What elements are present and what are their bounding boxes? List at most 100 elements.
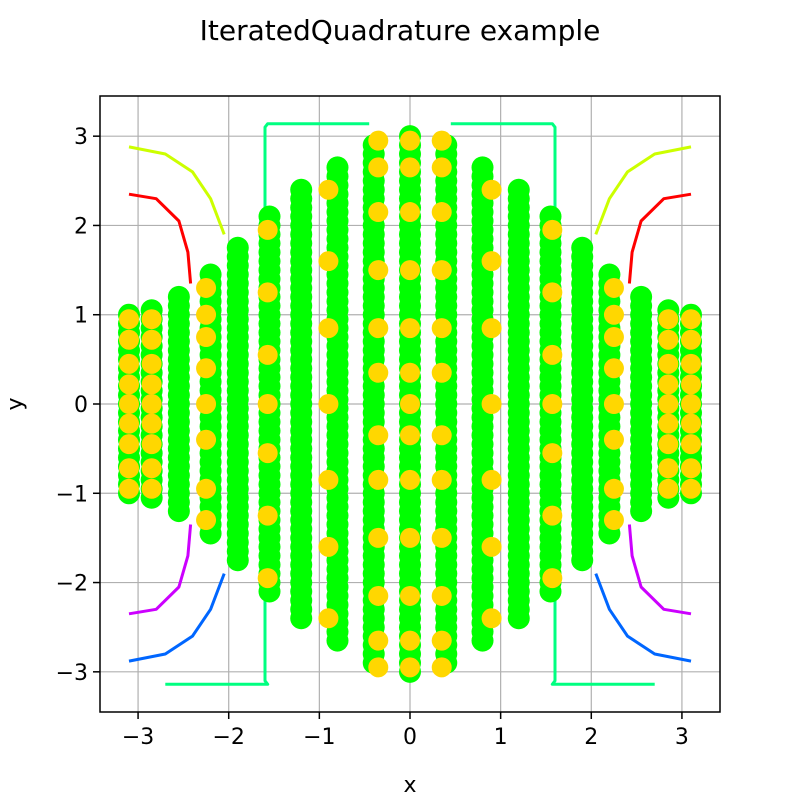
scatter-point-inner — [481, 251, 502, 272]
scatter-point-inner — [603, 277, 624, 298]
scatter-point-inner — [141, 478, 162, 499]
scatter-point-outer — [326, 156, 349, 179]
scatter-point-inner — [119, 458, 140, 479]
scatter-point-inner — [542, 282, 563, 303]
scatter-point-inner — [119, 478, 140, 499]
scatter-point-inner — [680, 353, 701, 374]
x-tick-label: 0 — [403, 725, 417, 750]
scatter-point-inner — [196, 478, 217, 499]
scatter-point-inner — [603, 358, 624, 379]
scatter-point-inner — [368, 585, 389, 606]
y-tick-label: 2 — [74, 214, 88, 239]
scatter-point-inner — [257, 505, 278, 526]
scatter-point-inner — [119, 309, 140, 330]
scatter-point-inner — [318, 469, 339, 490]
y-tick-label: 1 — [74, 304, 88, 329]
scatter-point-inner — [318, 251, 339, 272]
scatter-point-inner — [603, 327, 624, 348]
scatter-point-inner — [680, 434, 701, 455]
scatter-point-inner — [400, 469, 420, 490]
x-tick-label: 3 — [675, 725, 689, 750]
scatter-point-inner — [318, 608, 339, 629]
scatter-point-inner — [658, 458, 679, 479]
scatter-point-inner — [368, 130, 389, 151]
x-tick-label: 1 — [494, 725, 508, 750]
y-tick-label: 0 — [74, 393, 88, 418]
scatter-point-inner — [318, 536, 339, 557]
scatter-point-outer — [167, 285, 190, 308]
scatter-point-inner — [318, 394, 339, 414]
scatter-point-inner — [119, 329, 140, 350]
scatter-point-inner — [542, 568, 563, 589]
y-tick-label: −3 — [56, 661, 88, 686]
scatter-point-inner — [400, 362, 420, 383]
scatter-point-inner — [680, 329, 701, 350]
x-tick-label: −2 — [212, 725, 244, 750]
scatter-point-inner — [119, 434, 140, 455]
scatter-point-inner — [400, 260, 420, 281]
scatter-point-inner — [400, 657, 420, 678]
scatter-point-inner — [658, 329, 679, 350]
scatter-point-inner — [431, 657, 452, 678]
scatter-point-inner — [658, 478, 679, 499]
scatter-point-outer — [507, 178, 530, 201]
scatter-point-inner — [196, 394, 217, 414]
scatter-point-inner — [318, 179, 339, 200]
scatter-point-inner — [257, 282, 278, 303]
scatter-point-inner — [400, 202, 420, 223]
scatter-point-inner — [400, 394, 420, 414]
scatter-point-inner — [481, 469, 502, 490]
x-axis-label: x — [403, 773, 416, 798]
axis-ticks: −3 −2 −1 0 1 2 3 −3 −2 −1 0 1 2 3 — [56, 125, 689, 750]
scatter-point-inner — [257, 443, 278, 464]
scatter-point-inner — [680, 394, 701, 414]
scatter-point-inner — [658, 394, 679, 414]
scatter-point-inner — [368, 469, 389, 490]
scatter-point-inner — [603, 429, 624, 450]
scatter-point-inner — [368, 157, 389, 178]
scatter-point-inner — [400, 585, 420, 606]
scatter-point-inner — [141, 329, 162, 350]
scatter-point-inner — [680, 374, 701, 395]
curve-line — [128, 573, 226, 663]
scatter-point-inner — [603, 304, 624, 325]
scatter-point-inner — [658, 434, 679, 455]
scatter-point-inner — [542, 394, 563, 414]
scatter-point-inner — [658, 413, 679, 434]
scatter-point-inner — [431, 527, 452, 548]
scatter-point-inner — [431, 157, 452, 178]
scatter-point-inner — [542, 505, 563, 526]
scatter-point-inner — [431, 425, 452, 446]
scatter-point-inner — [196, 327, 217, 348]
scatter-point-inner — [603, 394, 624, 414]
y-tick-label: −2 — [56, 572, 88, 597]
scatter-point-inner — [368, 657, 389, 678]
curve-line — [128, 145, 226, 235]
scatter-point-inner — [196, 277, 217, 298]
curve-line — [627, 192, 692, 284]
scatter-point-inner — [680, 413, 701, 434]
scatter-point-inner — [481, 536, 502, 557]
scatter-point-inner — [141, 434, 162, 455]
scatter-point-inner — [400, 130, 420, 151]
scatter-point-inner — [196, 358, 217, 379]
scatter-point-inner — [431, 260, 452, 281]
scatter-point-inner — [141, 353, 162, 374]
scatter-point-inner — [400, 425, 420, 446]
scatter-point-inner — [481, 318, 502, 339]
scatter-point-inner — [196, 429, 217, 450]
scatter-point-inner — [481, 608, 502, 629]
y-tick-label: −1 — [56, 482, 88, 507]
scatter-point-inner — [400, 157, 420, 178]
scatter-point-inner — [603, 510, 624, 531]
x-tick-label: 2 — [584, 725, 598, 750]
scatter-point-inner — [400, 318, 420, 339]
scatter-point-inner — [318, 318, 339, 339]
scatter-points — [118, 125, 702, 683]
scatter-point-inner — [141, 394, 162, 414]
scatter-point-inner — [400, 630, 420, 651]
scatter-point-inner — [257, 344, 278, 365]
scatter-point-inner — [119, 374, 140, 395]
x-tick-label: −1 — [303, 725, 335, 750]
